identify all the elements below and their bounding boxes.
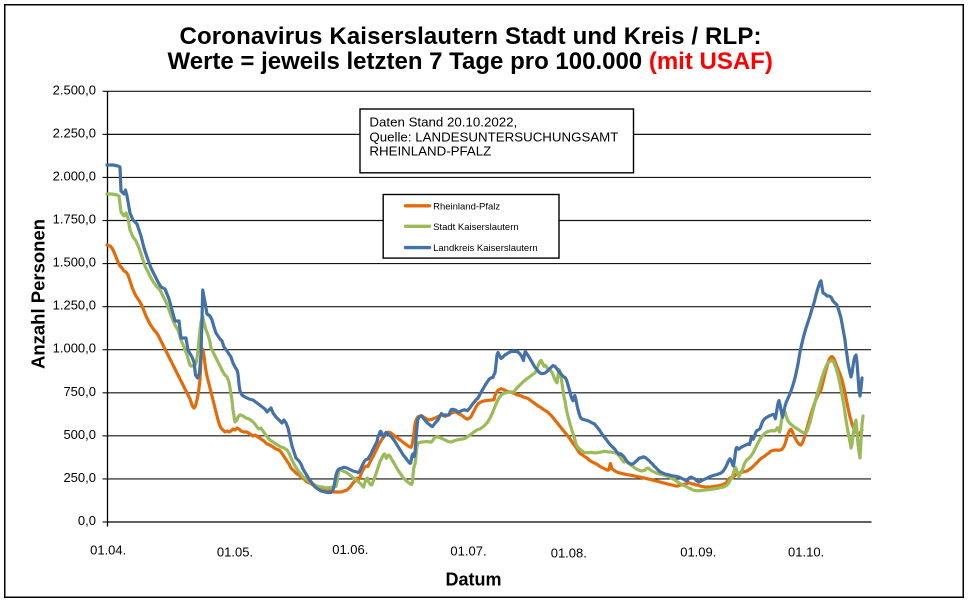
svg-text:01.10.: 01.10. [788,545,824,560]
svg-text:1.750,0: 1.750,0 [53,212,96,227]
svg-text:2.000,0: 2.000,0 [53,168,96,183]
svg-text:Stadt Kaiserslautern: Stadt Kaiserslautern [433,222,519,233]
svg-text:2.250,0: 2.250,0 [53,125,96,140]
svg-text:Daten Stand 20.10.2022,: Daten Stand 20.10.2022, [369,114,517,129]
svg-text:01.07.: 01.07. [450,544,486,559]
svg-text:Landkreis Kaiserslautern: Landkreis Kaiserslautern [433,243,538,254]
svg-text:Quelle: LANDESUNTERSUCHUNGSAMT: Quelle: LANDESUNTERSUCHUNGSAMT [369,129,618,144]
svg-text:Coronavirus Kaiserslautern Sta: Coronavirus Kaiserslautern Stadt und Kre… [180,23,762,50]
svg-text:1.500,0: 1.500,0 [53,255,96,270]
svg-text:RHEINLAND-PFALZ: RHEINLAND-PFALZ [369,143,491,158]
svg-text:Datum: Datum [445,569,501,589]
svg-text:1.250,0: 1.250,0 [53,298,96,313]
svg-text:2.500,0: 2.500,0 [53,82,96,97]
svg-text:01.08.: 01.08. [551,546,587,561]
svg-text:01.06.: 01.06. [332,542,368,557]
svg-text:250,0: 250,0 [63,470,96,485]
svg-text:750,0: 750,0 [63,384,96,399]
svg-text:01.05.: 01.05. [217,544,253,559]
svg-text:01.04.: 01.04. [90,543,126,558]
svg-text:01.09.: 01.09. [680,545,716,560]
svg-text:0,0: 0,0 [78,513,96,528]
svg-text:1.000,0: 1.000,0 [53,341,96,356]
svg-text:Anzahl Personen: Anzahl Personen [27,219,48,369]
svg-text:Werte = jeweils letzten 7 Tage: Werte = jeweils letzten 7 Tage pro 100.0… [168,48,773,75]
svg-text:500,0: 500,0 [63,427,96,442]
svg-text:Rheinland-Pfalz: Rheinland-Pfalz [433,201,500,212]
